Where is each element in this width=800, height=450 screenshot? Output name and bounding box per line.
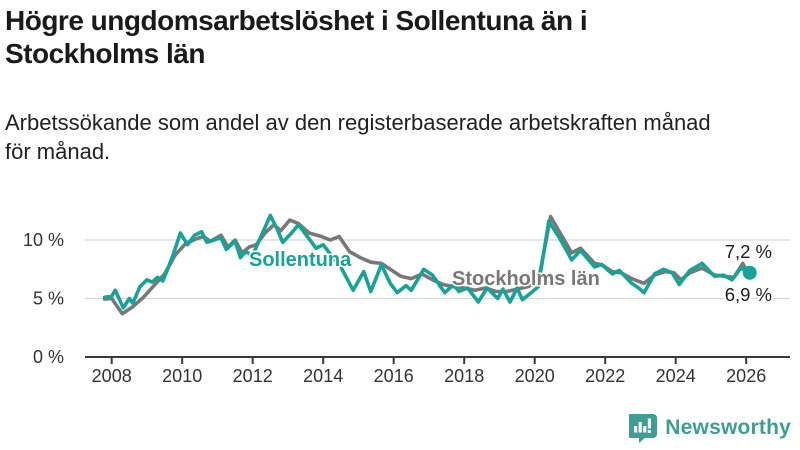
line-chart-svg: 0 % 5 % 10 % 2008 2010 2012 2014 2016 2018 2020 20… <box>23 213 790 386</box>
series-label: Sollentuna <box>249 249 352 271</box>
series-end-value-label: 6,9 % <box>725 284 772 305</box>
page-title: Högre ungdomsarbetslöshet i Sollentuna ä… <box>5 4 785 70</box>
x-axis-tick-label: 2024 <box>656 366 696 386</box>
x-axis-tick-label: 2010 <box>162 366 202 386</box>
series-line-sollentuna <box>102 213 752 310</box>
x-axis-tick-label: 2016 <box>374 366 414 386</box>
x-axis-tick-label: 2014 <box>303 366 343 386</box>
x-axis-tick-label: 2008 <box>92 366 132 386</box>
x-axis-tick-label: 2026 <box>726 366 766 386</box>
branding-footer: Newsworthy <box>629 413 791 443</box>
series-end-value-label: 7,2 % <box>725 241 772 262</box>
page-title-line2: Stockholms län <box>5 38 205 69</box>
bar-chart-speech-bubble-icon <box>629 414 658 443</box>
brand-name: Newsworthy <box>665 416 791 439</box>
page-title-line1: Högre ungdomsarbetslöshet i Sollentuna ä… <box>5 5 588 36</box>
unemployment-line-chart: 0 % 5 % 10 % 2008 2010 2012 2014 2016 2018 2020 20… <box>0 195 800 395</box>
x-axis-tick-label: 2018 <box>444 366 484 386</box>
x-axis-tick-label: 2012 <box>233 366 273 386</box>
y-axis-tick-label: 0 % <box>33 347 64 367</box>
chart-subtitle-line2: för månad. <box>5 139 111 164</box>
chart-subtitle-line1: Arbetssökande som andel av den registerb… <box>5 110 711 135</box>
series-end-dot <box>742 265 757 280</box>
x-axis-tick-label: 2022 <box>585 366 625 386</box>
y-axis-tick-label: 10 % <box>23 230 64 250</box>
series-label: Stockholms län <box>452 268 600 290</box>
x-axis-tick-label: 2020 <box>515 366 555 386</box>
chart-subtitle: Arbetssökande som andel av den registerb… <box>5 108 795 166</box>
y-axis-tick-label: 5 % <box>33 289 64 309</box>
